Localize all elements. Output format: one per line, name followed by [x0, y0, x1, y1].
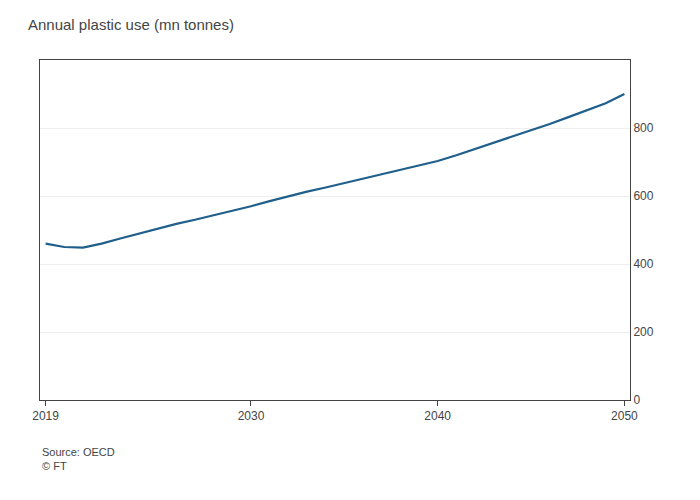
svg-text:800: 800: [633, 121, 653, 135]
svg-text:2030: 2030: [238, 409, 265, 423]
svg-text:2019: 2019: [32, 409, 59, 423]
svg-text:600: 600: [633, 189, 653, 203]
svg-text:Source: OECD© FT: Source: OECD© FT: [42, 446, 115, 472]
svg-text:0: 0: [633, 393, 640, 407]
svg-text:2040: 2040: [424, 409, 451, 423]
svg-text:200: 200: [633, 325, 653, 339]
svg-text:400: 400: [633, 257, 653, 271]
svg-text:Annual plastic use (mn tonnes): Annual plastic use (mn tonnes): [28, 16, 234, 33]
svg-text:2050: 2050: [611, 409, 638, 423]
